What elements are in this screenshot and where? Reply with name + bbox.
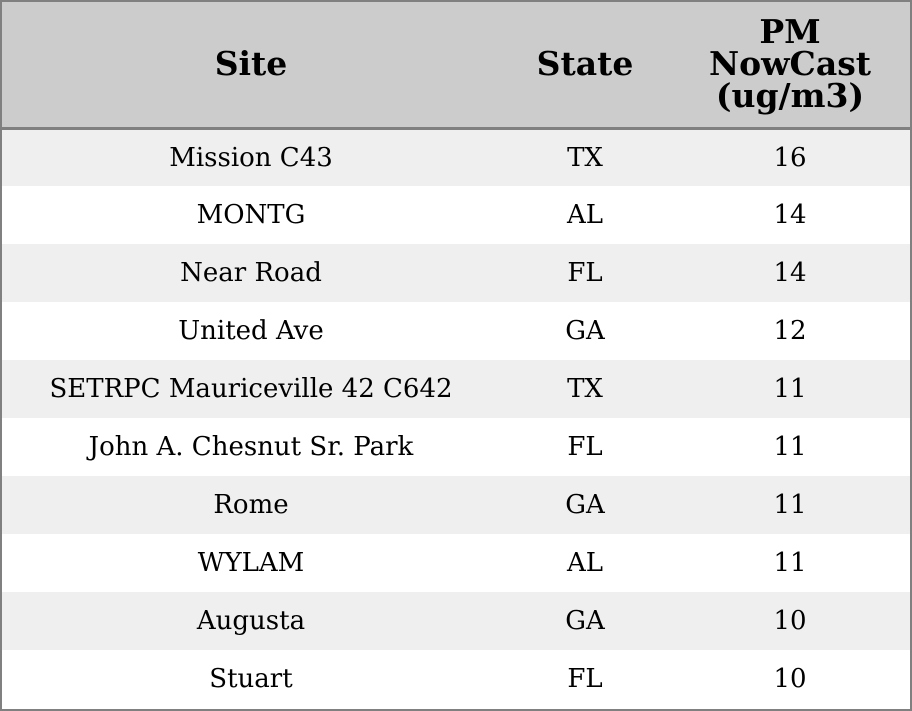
table-row: Rome GA 11 xyxy=(2,476,910,534)
cell-pm-nowcast: 14 xyxy=(773,258,807,288)
table-row: Mission C43 TX 16 xyxy=(2,128,910,186)
cell-site: SETRPC Mauriceville 42 C642 xyxy=(49,374,453,404)
cell-state: FL xyxy=(567,664,603,694)
table-row: John A. Chesnut Sr. Park FL 11 xyxy=(2,418,910,476)
cell-pm-nowcast: 11 xyxy=(773,490,807,520)
header-pm-line-2: NowCast xyxy=(708,44,872,84)
cell-state: AL xyxy=(566,200,604,230)
cell-site: United Ave xyxy=(178,316,324,346)
cell-pm-nowcast: 11 xyxy=(773,432,807,462)
cell-state: FL xyxy=(567,432,603,462)
table-row: MONTG AL 14 xyxy=(2,186,910,244)
header-row: Site State PM NowCast (ug/m3) xyxy=(2,2,910,130)
table-row: Augusta GA 10 xyxy=(2,592,910,650)
cell-state: GA xyxy=(565,490,605,520)
cell-site: John A. Chesnut Sr. Park xyxy=(88,432,414,462)
cell-site: Rome xyxy=(213,490,289,520)
cell-site: Augusta xyxy=(196,606,306,636)
cell-pm-nowcast: 14 xyxy=(773,200,807,230)
cell-site: Near Road xyxy=(180,258,322,288)
table-row: WYLAM AL 11 xyxy=(2,534,910,592)
cell-site: WYLAM xyxy=(197,548,305,578)
header-site: Site xyxy=(2,2,500,130)
cell-pm-nowcast: 10 xyxy=(773,664,807,694)
header-pm-nowcast: PM NowCast (ug/m3) xyxy=(670,2,910,130)
cell-state: FL xyxy=(567,258,603,288)
table-row: SETRPC Mauriceville 42 C642 TX 11 xyxy=(2,360,910,418)
cell-state: GA xyxy=(565,316,605,346)
header-pm-line-3: (ug/m3) xyxy=(715,76,865,116)
cell-site: Mission C43 xyxy=(169,142,333,173)
cell-state: TX xyxy=(567,374,603,404)
header-state: State xyxy=(500,2,670,130)
table-body: Mission C43 TX 16 MONTG AL 14 Near Road FL 14 Uni… xyxy=(2,128,910,708)
table-row: Near Road FL 14 xyxy=(2,244,910,302)
header-pm-line-1: PM xyxy=(759,12,821,52)
table-row: Stuart FL 10 xyxy=(2,650,910,708)
cell-state: AL xyxy=(566,548,604,578)
cell-site: MONTG xyxy=(196,200,306,230)
table-header: Site State PM NowCast (ug/m3) xyxy=(2,2,910,130)
cell-state: TX xyxy=(567,142,603,173)
cell-pm-nowcast: 12 xyxy=(773,316,807,346)
cell-state: GA xyxy=(565,606,605,636)
cell-pm-nowcast: 11 xyxy=(773,548,807,578)
cell-pm-nowcast: 16 xyxy=(773,142,807,173)
cell-pm-nowcast: 10 xyxy=(773,606,807,636)
table-row: United Ave GA 12 xyxy=(2,302,910,360)
cell-site: Stuart xyxy=(209,664,293,694)
cell-pm-nowcast: 11 xyxy=(773,374,807,404)
